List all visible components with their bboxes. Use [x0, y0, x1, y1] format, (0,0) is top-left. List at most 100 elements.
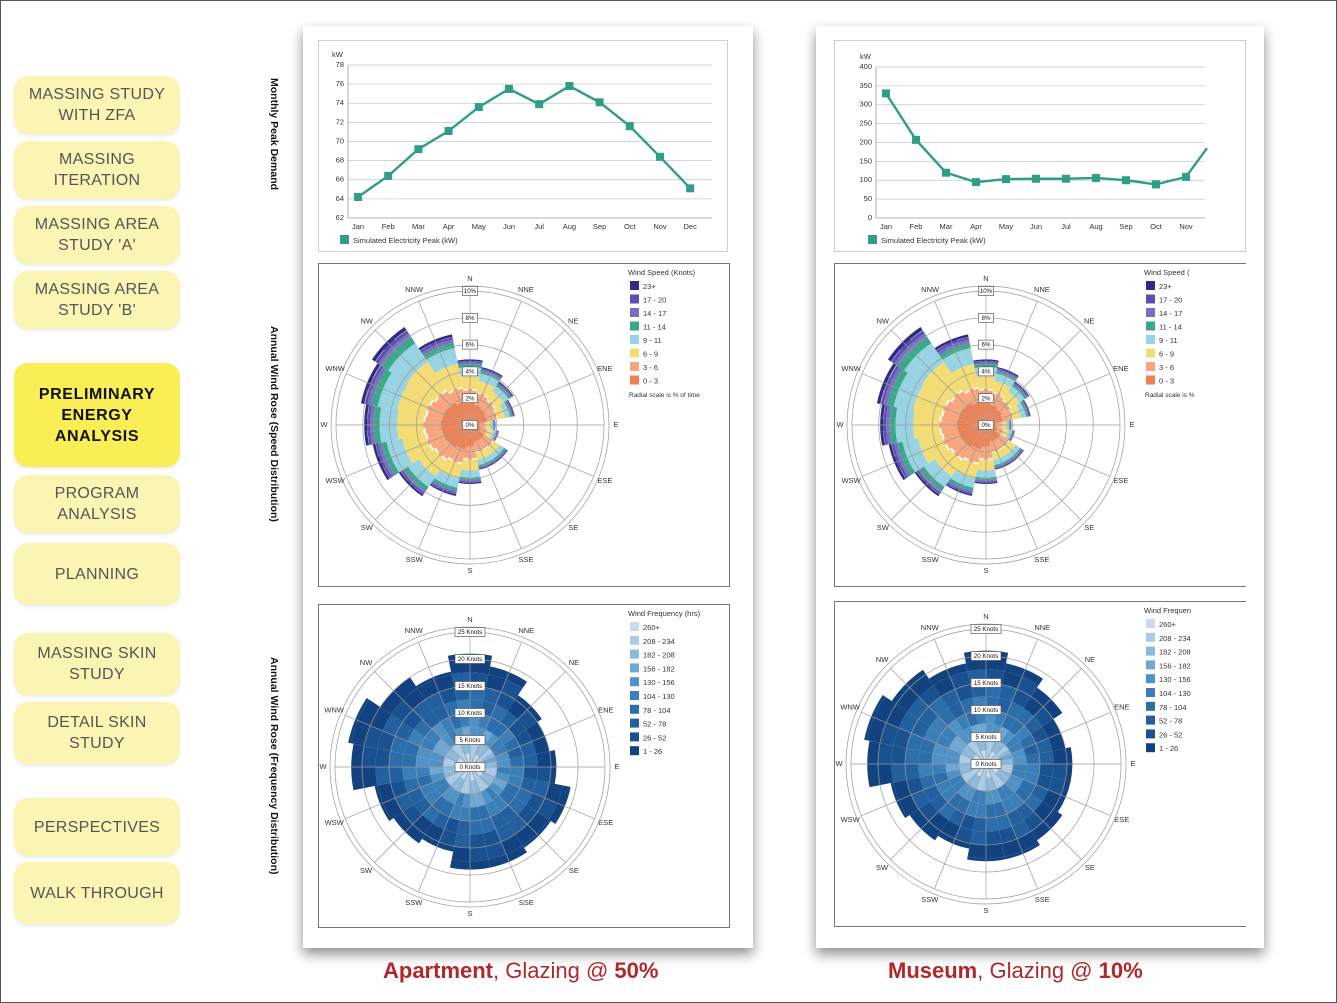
legend-label: Simulated Electricity Peak (kW) [881, 236, 986, 245]
nav-item-program-analysis[interactable]: PROGRAM ANALYSIS [14, 475, 180, 533]
sector-se [1008, 792, 1025, 809]
sector-ne [480, 400, 490, 411]
sector-sse [500, 834, 523, 855]
ring-label-box [462, 312, 478, 323]
sector-wnw [892, 366, 903, 381]
sector-ssw [461, 425, 470, 450]
sector-se [995, 771, 1009, 784]
nav-item-preliminary-energy-analysis[interactable]: PRELIMINARY ENERGY ANALYSIS [14, 363, 180, 467]
spoke-wsw [346, 424, 471, 477]
nav-item-massing-area-study-b[interactable]: MASSING AREA STUDY 'B' [14, 271, 180, 329]
sector-ene [1028, 410, 1031, 417]
sector-ne [1043, 699, 1063, 719]
sector-e [1038, 764, 1054, 778]
spoke-ese [469, 766, 595, 819]
sector-nnw [959, 342, 971, 351]
sector-n [457, 362, 467, 366]
spoke-se [985, 763, 1082, 860]
sector-sse [473, 441, 479, 452]
sector-ene [512, 410, 515, 417]
sector-ne [507, 391, 513, 398]
sector-w [878, 742, 894, 764]
sector-e [1012, 764, 1027, 772]
sector-ene [486, 416, 497, 422]
ring-label: 0 Knots [976, 761, 997, 768]
sector-w [367, 404, 372, 419]
x-tick-label: Jan [880, 222, 892, 231]
sector-w [425, 416, 442, 424]
sector-nnw [442, 365, 458, 391]
sector-ese [485, 433, 492, 439]
spoke-nw [890, 668, 987, 765]
sector-sse [993, 801, 1007, 817]
sector-wnw [893, 394, 916, 411]
museum-demand-chart: kW 0 50 100 150 200 250 300 350 400 Jan Feb Mar Apr Ma… [834, 40, 1246, 252]
sector-se [494, 457, 500, 463]
nav-item-massing-iteration[interactable]: MASSING ITERATION [14, 141, 180, 199]
sector-ese [1013, 430, 1015, 435]
sector-nnw [418, 342, 431, 351]
direction-label-se: SE [569, 866, 579, 875]
nav-item-walk-through[interactable]: WALK THROUGH [14, 862, 180, 924]
sector-ese [1009, 437, 1012, 442]
sector-nw [894, 352, 907, 367]
sector-nne [994, 373, 1003, 383]
direction-label-wsw: WSW [842, 476, 862, 485]
y-tick-label: 350 [859, 81, 872, 90]
sector-wsw [891, 443, 898, 456]
sector-wsw [904, 462, 916, 476]
nav-item-massing-skin-study[interactable]: MASSING SKIN STUDY [14, 633, 180, 695]
sector-ne [1005, 735, 1020, 749]
nav-item-detail-skin-study[interactable]: DETAIL SKIN STUDY [14, 702, 180, 764]
sector-se [500, 447, 506, 454]
sector-ese [481, 772, 495, 783]
nav-item-massing-study-with-zfa[interactable]: MASSING STUDY WITH ZFA [14, 76, 180, 134]
sector-nnw [449, 714, 463, 730]
ring-label-box [462, 366, 478, 377]
sector-se [483, 434, 493, 443]
direction-label-nne: NNE [1034, 285, 1050, 294]
sector-ssw [452, 447, 462, 464]
sector-sse [488, 459, 494, 464]
sector-nnw [439, 687, 457, 705]
sector-se [993, 773, 1006, 787]
sector-ene [503, 411, 511, 419]
sector-wnw [399, 392, 430, 411]
sector-wnw [912, 401, 943, 417]
sector-w [891, 764, 907, 783]
sector-ese [1008, 774, 1024, 787]
sector-wsw [382, 797, 403, 820]
sector-nnw [949, 671, 971, 690]
sector-ese [1012, 430, 1015, 435]
sector-s [974, 481, 983, 484]
nav-item-perspectives[interactable]: PERSPECTIVES [14, 798, 180, 856]
sector-ssw [945, 483, 955, 490]
sector-ene [1015, 402, 1023, 410]
direction-label-e: E [1129, 420, 1134, 429]
sector-ne [500, 394, 509, 403]
sector-ese [492, 429, 497, 434]
sector-ese [997, 427, 1004, 431]
sector-ne [477, 744, 490, 758]
ring-label: 2% [466, 395, 475, 402]
nav-item-massing-area-study-a[interactable]: MASSING AREA STUDY 'A' [14, 206, 180, 264]
sector-s [473, 479, 482, 482]
sector-se [536, 819, 551, 836]
sector-s [462, 793, 470, 808]
sector-se [1016, 802, 1034, 821]
sector-ssw [421, 834, 440, 847]
nav-item-label: PLANNING [54, 565, 140, 583]
sector-wnw [364, 390, 371, 405]
ring-label: 8% [466, 315, 475, 322]
sector-ne [1016, 707, 1034, 726]
sector-sse [477, 804, 491, 820]
sector-nnw [958, 339, 970, 346]
sector-ene [506, 400, 510, 406]
sector-s [472, 459, 479, 471]
nav-item-planning[interactable]: PLANNING [14, 543, 180, 605]
sector-nne [1011, 372, 1019, 378]
sector-w [889, 406, 898, 420]
sector-se [1001, 783, 1015, 798]
sector-wnw [445, 751, 459, 762]
data-point-mar [414, 145, 423, 154]
